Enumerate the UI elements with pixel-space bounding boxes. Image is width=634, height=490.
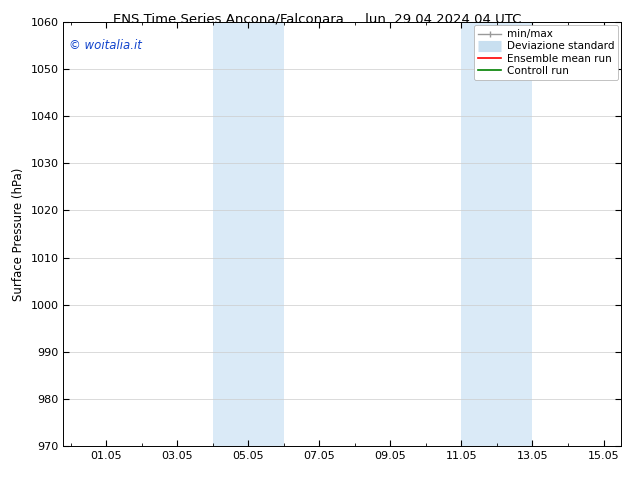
Bar bbox=[462, 22, 533, 446]
Bar bbox=[212, 22, 284, 446]
Text: ENS Time Series Ancona/Falconara     lun. 29.04.2024 04 UTC: ENS Time Series Ancona/Falconara lun. 29… bbox=[113, 12, 521, 25]
Legend: min/max, Deviazione standard, Ensemble mean run, Controll run: min/max, Deviazione standard, Ensemble m… bbox=[474, 25, 618, 80]
Text: © woitalia.it: © woitalia.it bbox=[69, 39, 142, 52]
Y-axis label: Surface Pressure (hPa): Surface Pressure (hPa) bbox=[12, 167, 25, 301]
